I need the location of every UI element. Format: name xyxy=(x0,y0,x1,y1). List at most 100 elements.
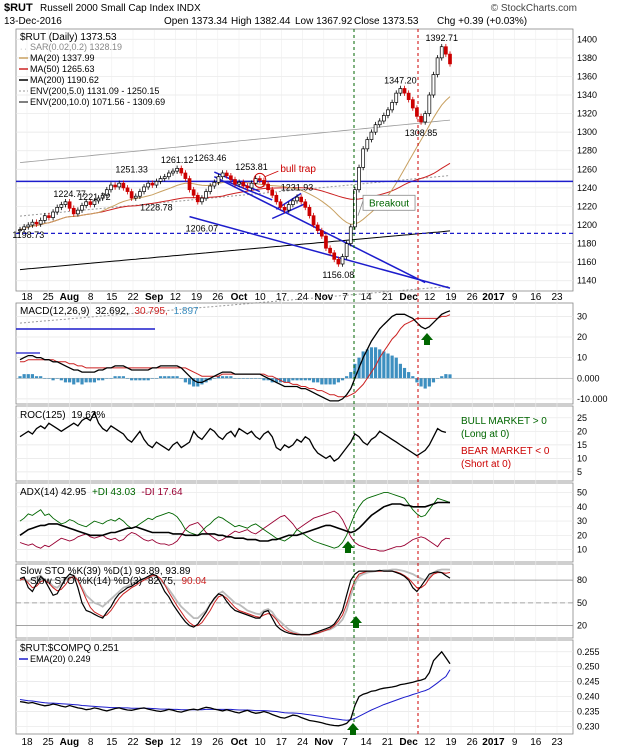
adx-panel-frame xyxy=(15,482,574,563)
roc-legend: ROC(125) 19.63% xyxy=(20,410,105,421)
macd-histogram-bar xyxy=(225,376,229,379)
macd-histogram-bar xyxy=(435,378,440,379)
legend-env-10: ENV(200,10.0) 1071.56 - 1309.69 xyxy=(30,97,165,107)
candle-body xyxy=(80,205,84,211)
bear-market-note: BEAR MARKET < 0 xyxy=(461,446,550,457)
candle-body xyxy=(63,201,68,205)
macd-histogram-bar xyxy=(138,378,142,381)
x-tick-label: 26 xyxy=(212,737,224,748)
macd-histogram-bar xyxy=(63,378,68,383)
ema-legend: EMA(20) 0.249 xyxy=(30,654,91,664)
x-tick-label: 23 xyxy=(551,292,563,303)
chart-date: 13-Dec-2016 xyxy=(4,16,62,27)
candle-body xyxy=(299,196,304,203)
breakout-pointer xyxy=(357,200,364,216)
candle-body xyxy=(274,194,279,203)
candle-body xyxy=(129,191,134,199)
x-tick-label: 2017 xyxy=(482,737,505,748)
x-tick-label: 23 xyxy=(551,737,563,748)
y-tick-label: 1160 xyxy=(577,257,596,267)
x-tick-label: 10 xyxy=(255,292,267,303)
price-point-label: 1308.85 xyxy=(405,128,438,138)
ohlc-low: Low 1367.92 xyxy=(295,16,353,27)
macd-histogram-bar xyxy=(117,376,121,379)
x-tick-label: 7 xyxy=(342,292,348,303)
price-point-label: 1206.07 xyxy=(186,223,219,233)
candle-body xyxy=(208,185,213,192)
candle-body xyxy=(282,207,287,211)
y-tick-label: 1340 xyxy=(577,90,597,100)
macd-line xyxy=(19,310,451,402)
macd-up-arrow xyxy=(421,333,433,345)
candle-body xyxy=(311,215,316,226)
macd-histogram-bar xyxy=(163,376,167,379)
macd-histogram-bar xyxy=(105,378,109,379)
macd-histogram-bar xyxy=(245,378,250,379)
macd-histogram-bar xyxy=(431,378,436,383)
price-panel-frame xyxy=(15,28,574,292)
candle-body xyxy=(357,167,361,191)
macd-histogram-bar xyxy=(407,372,411,379)
candle-body xyxy=(257,178,262,181)
macd-histogram-bar xyxy=(72,378,76,385)
macd-histogram-bar xyxy=(154,378,159,379)
macd-histogram-bar xyxy=(171,376,175,379)
y-tick-label: 0.235 xyxy=(577,706,600,716)
macd-histogram-bar xyxy=(22,374,26,379)
macd-histogram-bar xyxy=(411,376,415,379)
signal-arrows xyxy=(342,333,433,735)
price-point-label: 1221.72 xyxy=(78,192,111,202)
candle-body xyxy=(390,102,394,111)
macd-histogram-bar xyxy=(419,378,423,387)
candle-body xyxy=(200,197,204,203)
svg-text:· ·: · · xyxy=(20,46,27,53)
macd-histogram-bar xyxy=(353,363,357,379)
macd-histogram-bar xyxy=(398,363,402,379)
macd-histogram-bar xyxy=(229,376,233,379)
macd-histogram-bar xyxy=(258,378,262,379)
candle-body xyxy=(439,46,444,59)
y-tick-label: 10 xyxy=(577,453,587,463)
macd-histogram-bar xyxy=(373,347,378,379)
macd-histogram-bar xyxy=(415,378,419,383)
x-tick-label: 9 xyxy=(512,737,518,748)
macd-histogram-bar xyxy=(125,378,130,379)
price-point-label: 1392.71 xyxy=(425,33,458,43)
candle-body xyxy=(427,94,432,114)
candle-body xyxy=(381,115,386,122)
macd-histogram-bar xyxy=(121,376,125,379)
macd-histogram-bar xyxy=(84,378,88,383)
x-tick-label: 17 xyxy=(276,292,288,303)
stochastic-series xyxy=(16,568,573,636)
x-tick-label: Aug xyxy=(60,292,79,303)
macd-histogram-bar xyxy=(192,378,196,387)
macd-histogram-bar xyxy=(295,378,299,381)
candle-body xyxy=(253,178,258,184)
x-tick-label: 2017 xyxy=(482,292,505,303)
macd-histogram-bar xyxy=(179,378,183,379)
adx-line xyxy=(19,501,451,542)
x-axis: 18 18 25 25 Aug Aug 8 8 15 15 22 22 Sep Sep 12 12 19 19 26… xyxy=(21,292,563,748)
candle-body xyxy=(187,178,192,191)
candle-body xyxy=(307,207,312,217)
x-tick-label: 22 xyxy=(127,737,139,748)
macd-histogram-bar xyxy=(175,376,179,379)
macd-histogram-bar xyxy=(440,376,444,379)
y-tick-label: 5 xyxy=(577,467,582,477)
price-point-label: 1231.93 xyxy=(281,182,314,192)
y-tick-label: 20 xyxy=(577,530,587,540)
macd-histogram-bar xyxy=(88,378,92,383)
macd-histogram-bar xyxy=(167,376,171,379)
macd-histogram-bar xyxy=(233,378,237,379)
y-tick-label: 0.000 xyxy=(577,373,600,383)
stochastic-up-arrow xyxy=(350,616,362,628)
candle-body xyxy=(266,183,270,191)
falling-trendline-lower xyxy=(189,215,451,289)
y-tick-label: 1180 xyxy=(577,239,596,249)
y-tick-label: 1260 xyxy=(577,164,597,174)
candle-body xyxy=(365,139,370,150)
adx-legend: ADX(14) 42.95 +DI 43.03 -DI 17.64 xyxy=(20,487,183,498)
candle-body xyxy=(47,215,51,218)
x-tick-label: 7 xyxy=(342,737,348,748)
y-tick-label: 1220 xyxy=(577,201,597,211)
